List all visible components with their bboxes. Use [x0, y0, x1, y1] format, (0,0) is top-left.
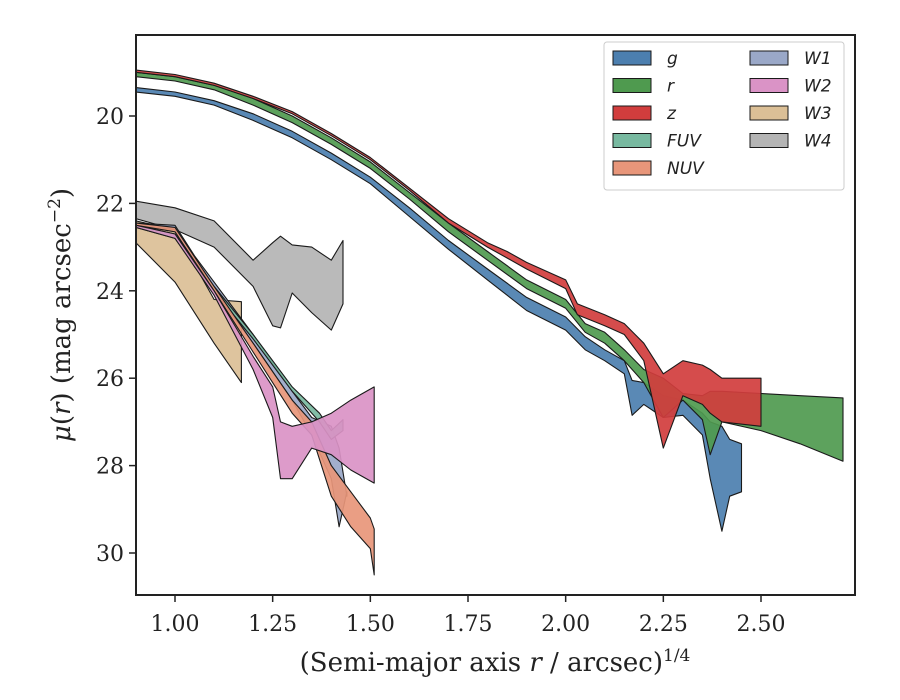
legend-item-fuv: FUV — [612, 132, 702, 152]
legend-swatch — [749, 133, 789, 148]
x-tick-label: 1.50 — [346, 612, 395, 637]
band-w4 — [136, 200, 344, 331]
band-nuv — [136, 222, 375, 576]
legend-label: W2 — [804, 77, 832, 97]
legend-label: FUV — [667, 132, 702, 152]
legend-item-w2: W2 — [749, 77, 832, 97]
x-tick-label: 2.25 — [639, 612, 688, 637]
axis-ticks: 1.00 1.25 1.50 1.75 2.00 2.25 2.50 20 22 24 26 28 30 — [96, 105, 785, 637]
legend-swatch — [749, 50, 789, 66]
legend-item-w1: W1 — [749, 49, 832, 69]
legend-item-z: z — [612, 104, 677, 124]
legend-swatch — [749, 78, 789, 93]
y-tick-label: 26 — [96, 367, 124, 392]
y-tick-label: 30 — [96, 542, 124, 567]
legend-label: NUV — [667, 159, 705, 179]
plot-frame — [135, 34, 856, 596]
x-tick-label: 2.50 — [737, 612, 786, 637]
legend-label: g — [667, 49, 678, 69]
band-z — [136, 69, 762, 449]
x-axis-label: (Semi-major axis r / arcsec)1/4 — [300, 646, 691, 678]
legend-label: r — [667, 77, 675, 97]
legend-swatch — [749, 105, 789, 121]
legend-item-nuv: NUV — [612, 159, 705, 179]
x-tick-label: 1.75 — [444, 612, 493, 637]
legend-item-w3: W3 — [749, 104, 832, 124]
legend-label: z — [666, 104, 677, 124]
y-axis-label: μ(r) (mag arcsec−2) — [45, 188, 77, 442]
legend-item-g: g — [612, 49, 678, 69]
legend-item-w4: W4 — [749, 132, 832, 152]
band-w2 — [136, 224, 375, 484]
legend-swatch — [612, 105, 652, 121]
legend-swatch — [612, 160, 652, 176]
y-tick-label: 28 — [96, 455, 124, 480]
legend-label: W1 — [804, 49, 832, 69]
x-tick-label: 1.25 — [248, 612, 297, 637]
legend-swatch — [612, 78, 652, 93]
legend-item-r: r — [612, 77, 675, 97]
legend-label: W3 — [804, 104, 832, 124]
y-tick-label: 22 — [96, 192, 124, 217]
legend-swatch — [612, 50, 652, 66]
x-tick-label: 1.00 — [151, 612, 200, 637]
y-tick-label: 24 — [96, 280, 124, 305]
band-g — [136, 87, 743, 532]
legend-swatch — [612, 133, 652, 148]
legend-label: W4 — [804, 132, 832, 152]
plot-bands — [136, 69, 844, 576]
y-tick-label: 20 — [96, 105, 124, 130]
legend: grz FUV NUV W1 W2 W3 W4 — [603, 41, 845, 191]
x-tick-label: 2.00 — [541, 612, 590, 637]
